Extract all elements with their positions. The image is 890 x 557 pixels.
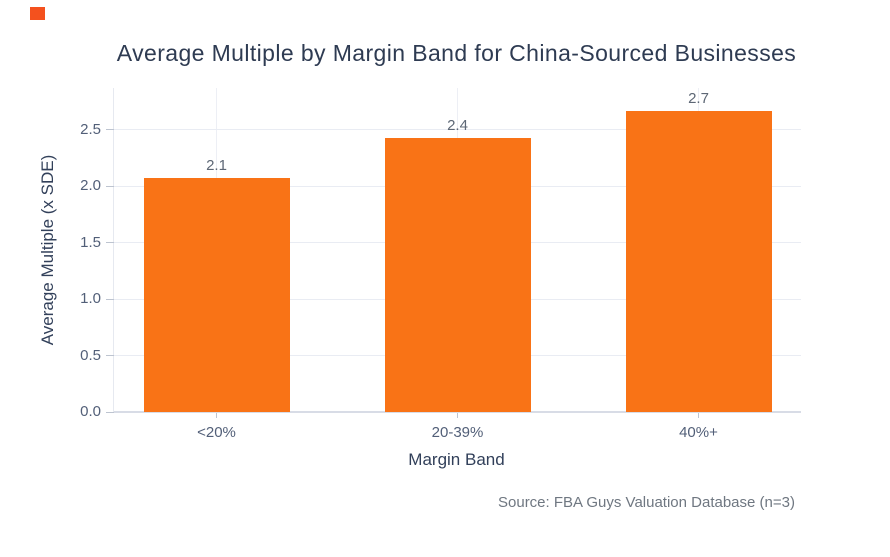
bar-value-label: 2.4 bbox=[447, 117, 468, 134]
x-tick-mark bbox=[216, 413, 217, 418]
y-tick-label: 0.5 bbox=[80, 346, 101, 364]
bar-value-label: 2.7 bbox=[688, 90, 709, 107]
bar-20 bbox=[143, 178, 290, 412]
x-axis-line bbox=[114, 411, 801, 413]
x-tick-mark bbox=[457, 413, 458, 418]
x-tick-mark bbox=[698, 413, 699, 418]
gridline-horizontal bbox=[114, 129, 801, 131]
bar-2039 bbox=[384, 138, 531, 412]
y-tick-mark bbox=[106, 242, 114, 244]
y-tick-label: 2.5 bbox=[80, 120, 101, 138]
bar-value-label: 2.1 bbox=[206, 157, 227, 174]
y-tick-mark bbox=[106, 298, 114, 300]
x-axis-title: Margin Band bbox=[408, 450, 505, 469]
orange-marker bbox=[30, 7, 45, 20]
x-tick-label: 40%+ bbox=[679, 424, 718, 441]
y-tick-label: 1.0 bbox=[80, 290, 101, 308]
x-tick-label: 20-39% bbox=[431, 424, 484, 441]
y-tick-label: 0.0 bbox=[80, 403, 101, 420]
chart-title: Average Multiple by Margin Band for Chin… bbox=[116, 40, 797, 66]
x-tick-label: <20% bbox=[197, 424, 236, 441]
y-tick-mark bbox=[106, 411, 114, 413]
y-tick-mark bbox=[106, 185, 114, 187]
source-note: Source: FBA Guys Valuation Database (n=3… bbox=[498, 494, 795, 511]
plot-area: 0.0 0.5 1.0 1.5 2.0 2.5 2.1 <20% 2.4 20-39% 2.7 40%… bbox=[80, 88, 801, 441]
y-tick-label: 1.5 bbox=[80, 233, 101, 251]
bar-40 bbox=[625, 111, 772, 412]
y-tick-mark bbox=[106, 129, 114, 131]
y-tick-label: 2.0 bbox=[80, 177, 101, 195]
y-tick-mark bbox=[106, 355, 114, 357]
